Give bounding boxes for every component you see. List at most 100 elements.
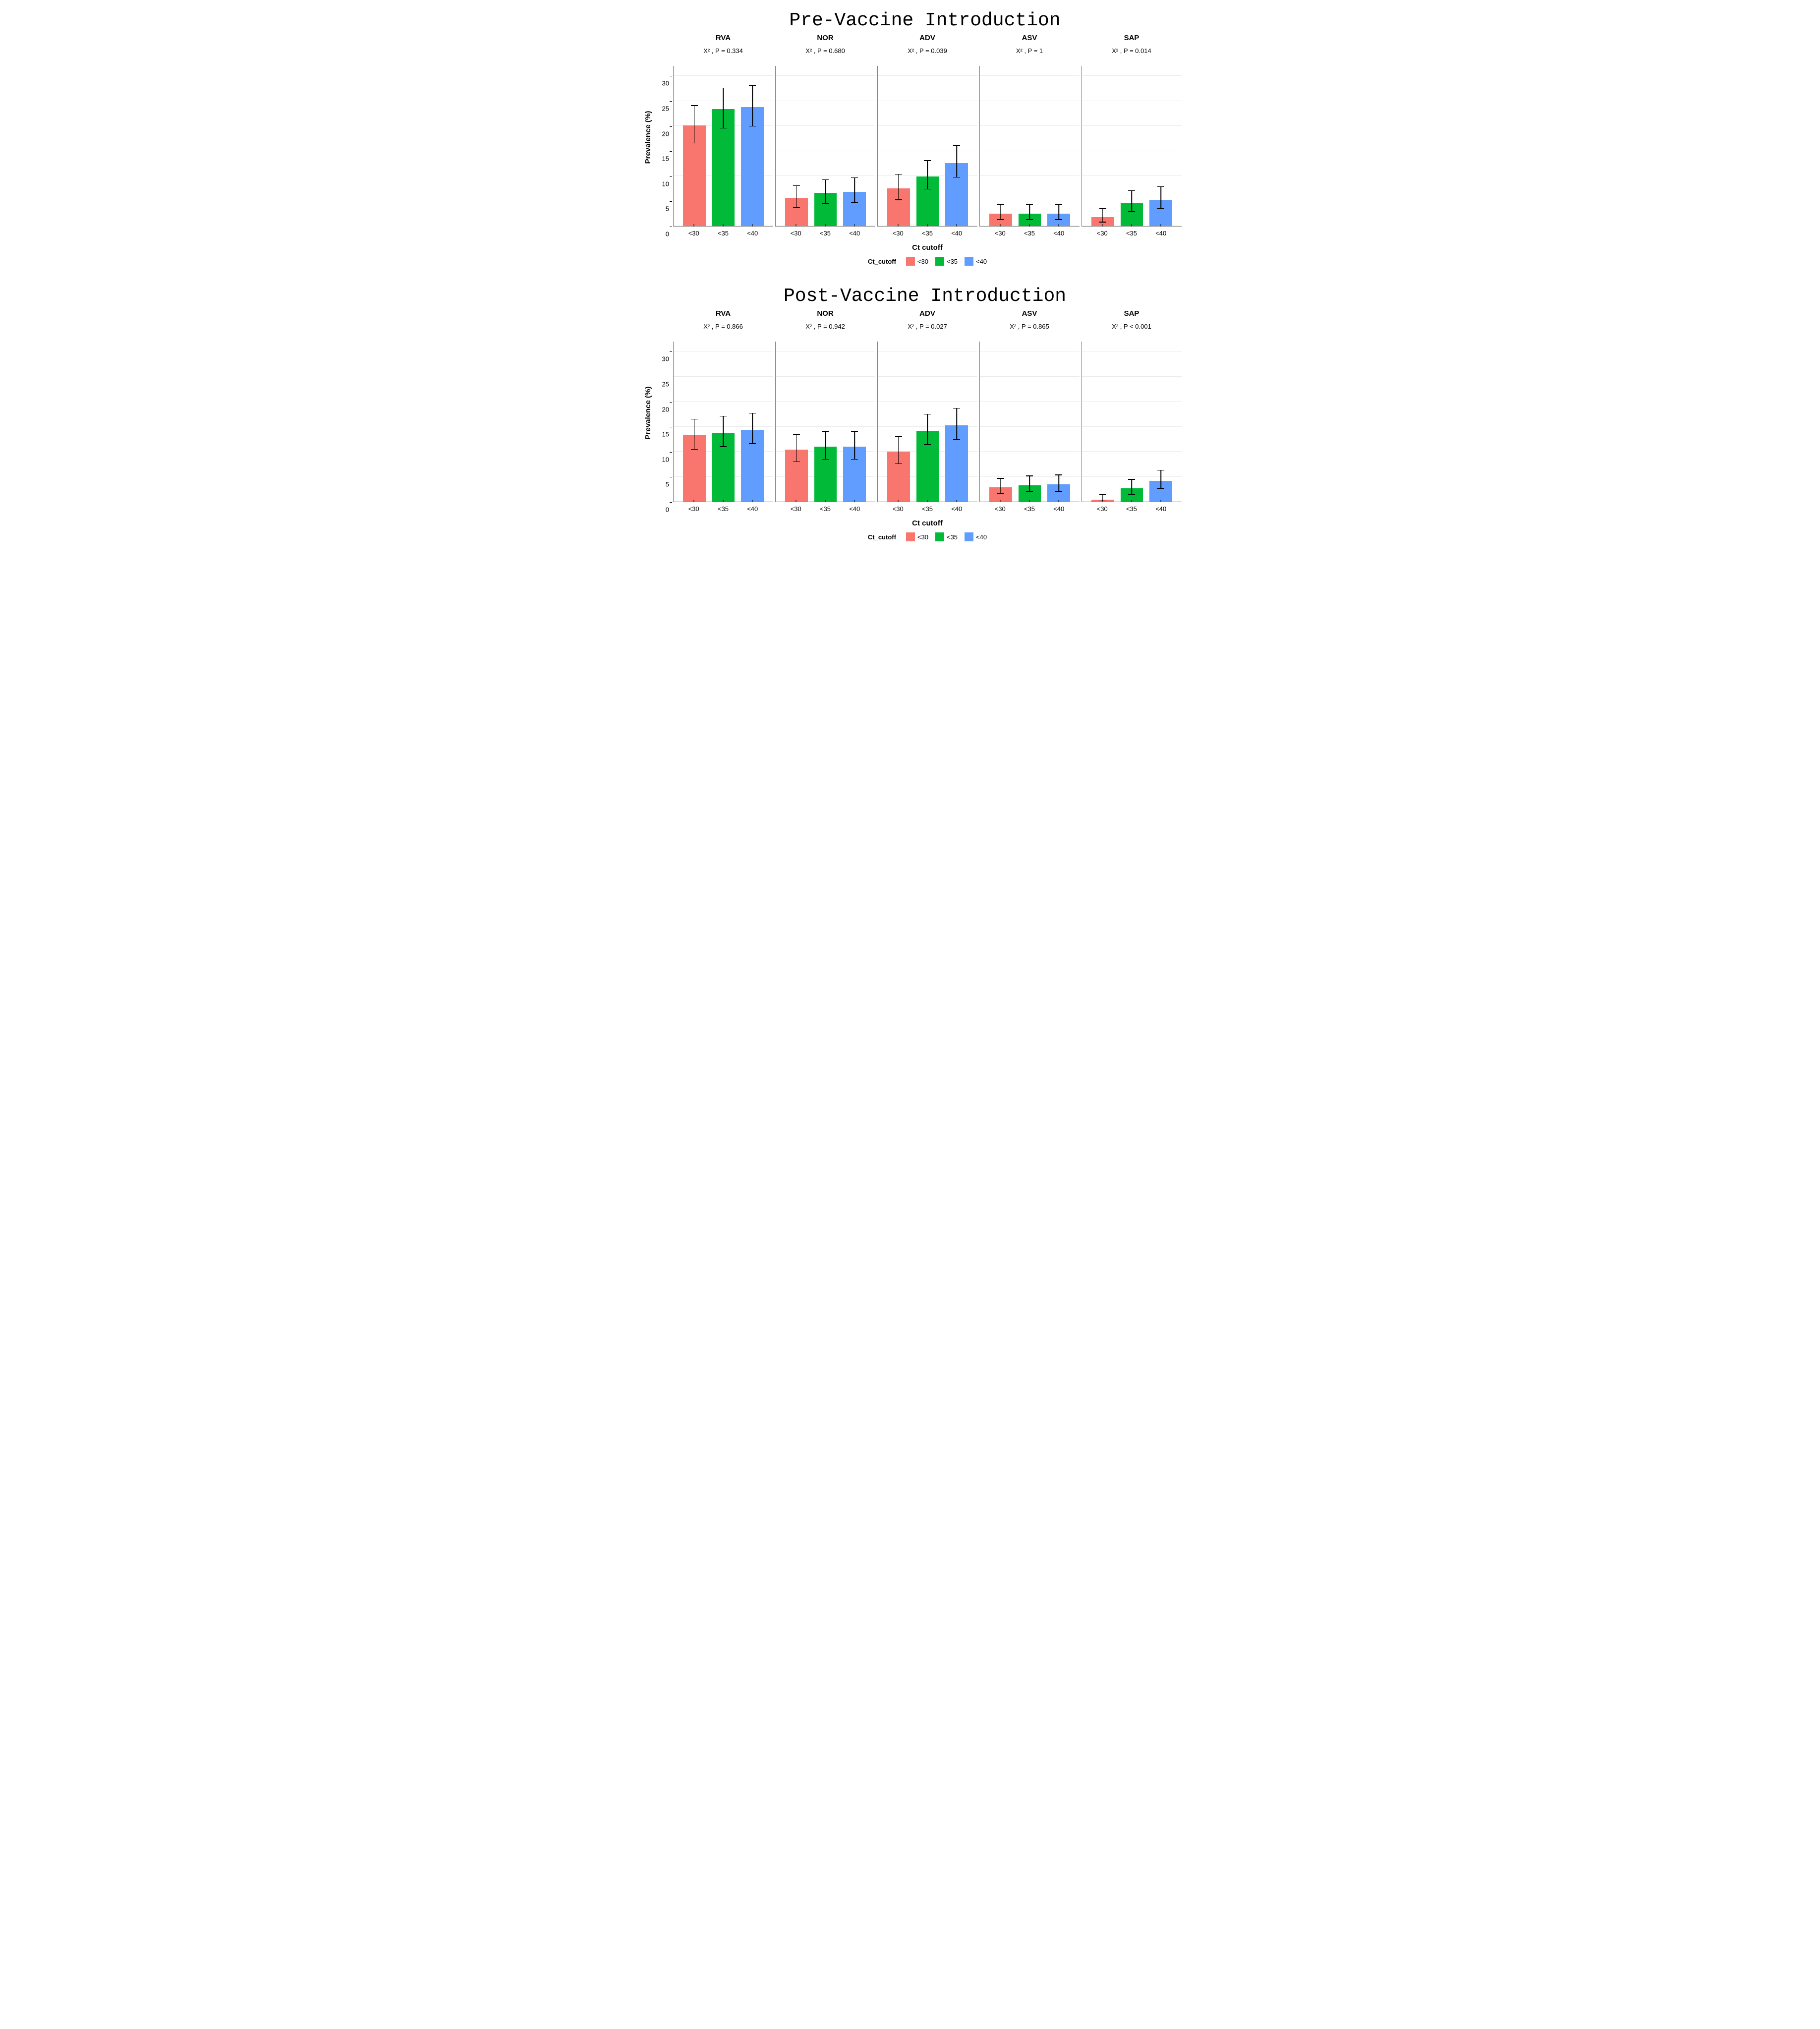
bar-wrap bbox=[887, 66, 910, 226]
bar-wrap bbox=[989, 66, 1012, 226]
x-tick-label: <40 bbox=[741, 227, 764, 241]
panel-title: Post-Vaccine Introduction bbox=[637, 286, 1183, 307]
bar-wrap bbox=[1091, 342, 1114, 502]
facet-SAP: SAPΧ² , P = 0.014<30<35<40 bbox=[1081, 33, 1182, 241]
legend-swatch bbox=[965, 532, 973, 541]
error-cap-bottom bbox=[720, 128, 727, 129]
error-cap-top bbox=[1157, 470, 1164, 471]
facet-stat: Χ² , P = 0.027 bbox=[877, 319, 977, 342]
y-tick-mark bbox=[670, 351, 672, 352]
y-tick-mark bbox=[670, 402, 672, 403]
y-tick-label: 30 bbox=[654, 80, 669, 87]
x-tick-label: <30 bbox=[1091, 502, 1114, 517]
x-ticks: <30<35<40 bbox=[673, 502, 773, 517]
error-cap-top bbox=[793, 185, 800, 186]
error-cap-top bbox=[924, 414, 931, 415]
x-tick-label: <40 bbox=[741, 502, 764, 517]
x-axis-label: Ct cutoff bbox=[637, 519, 1183, 527]
x-ticks: <30<35<40 bbox=[979, 227, 1080, 241]
error-cap-bottom bbox=[793, 207, 800, 208]
error-cap-top bbox=[1026, 204, 1033, 205]
x-ticks: <30<35<40 bbox=[877, 502, 977, 517]
bar-wrap bbox=[887, 342, 910, 502]
error-cap-bottom bbox=[1128, 211, 1135, 212]
facets-row: Prevalence (%)051015202530RVAΧ² , P = 0.… bbox=[637, 33, 1183, 241]
facet-label: SAP bbox=[1081, 309, 1182, 319]
plot-area bbox=[673, 342, 773, 502]
bar-wrap bbox=[741, 66, 764, 226]
plot-area bbox=[979, 342, 1080, 502]
facet-label: RVA bbox=[673, 33, 773, 43]
bar-wrap bbox=[989, 342, 1012, 502]
facet-stat: Χ² , P = 0.039 bbox=[877, 43, 977, 66]
facet-stat: Χ² , P = 0.865 bbox=[979, 319, 1080, 342]
error-bar bbox=[796, 435, 797, 463]
facet-RVA: RVAΧ² , P = 0.866<30<35<40 bbox=[673, 309, 773, 517]
error-cap-bottom bbox=[1099, 501, 1106, 502]
x-tick-label: <40 bbox=[1047, 227, 1070, 241]
x-tick-label: <40 bbox=[1149, 227, 1172, 241]
error-cap-top bbox=[924, 160, 931, 161]
bar-wrap bbox=[1019, 66, 1041, 226]
bar-wrap bbox=[1047, 342, 1070, 502]
bar-wrap bbox=[916, 342, 939, 502]
x-tick-label: <30 bbox=[887, 227, 910, 241]
legend-title: Ct_cutoff bbox=[868, 533, 896, 541]
bars-container bbox=[980, 66, 1080, 226]
error-cap-bottom bbox=[924, 189, 931, 190]
facet-label: ADV bbox=[877, 33, 977, 43]
x-ticks: <30<35<40 bbox=[775, 227, 875, 241]
error-cap-bottom bbox=[997, 493, 1004, 494]
legend-label: <30 bbox=[917, 533, 928, 541]
bar-wrap bbox=[916, 66, 939, 226]
bars-container bbox=[1082, 342, 1182, 502]
facet-ADV: ADVΧ² , P = 0.027<30<35<40 bbox=[877, 309, 977, 517]
bar-wrap bbox=[712, 66, 735, 226]
error-bar bbox=[927, 414, 928, 445]
plot-area bbox=[775, 342, 875, 502]
error-cap-bottom bbox=[1026, 491, 1033, 492]
bar-wrap bbox=[814, 342, 837, 502]
legend: Ct_cutoff<30<35<40 bbox=[637, 532, 1183, 541]
x-tick-label: <35 bbox=[916, 227, 939, 241]
error-cap-bottom bbox=[1157, 208, 1164, 209]
plot-area bbox=[877, 342, 977, 502]
error-cap-bottom bbox=[851, 459, 858, 460]
x-tick-label: <30 bbox=[682, 227, 705, 241]
legend-label: <35 bbox=[947, 533, 958, 541]
error-cap-bottom bbox=[793, 462, 800, 463]
facet-stat: Χ² , P = 0.866 bbox=[673, 319, 773, 342]
facet-ASV: ASVΧ² , P = 0.865<30<35<40 bbox=[979, 309, 1080, 517]
bar-wrap bbox=[1019, 342, 1041, 502]
error-bar bbox=[825, 180, 826, 203]
facet-stat: Χ² , P = 0.680 bbox=[775, 43, 875, 66]
legend-swatch bbox=[906, 532, 915, 541]
error-cap-top bbox=[997, 204, 1004, 205]
x-tick-label: <35 bbox=[712, 227, 735, 241]
facet-stat: Χ² , P = 1 bbox=[979, 43, 1080, 66]
bar-wrap bbox=[1091, 66, 1114, 226]
facet-SAP: SAPΧ² , P < 0.001<30<35<40 bbox=[1081, 309, 1182, 517]
y-tick-label: 25 bbox=[654, 380, 669, 388]
error-cap-bottom bbox=[1055, 491, 1062, 492]
bar-wrap bbox=[814, 66, 837, 226]
legend-item: <35 bbox=[935, 257, 958, 266]
legend-item: <35 bbox=[935, 532, 958, 541]
error-bar bbox=[1059, 205, 1060, 220]
y-tick-mark bbox=[670, 201, 672, 202]
x-tick-label: <30 bbox=[682, 502, 705, 517]
error-cap-bottom bbox=[1128, 494, 1135, 495]
error-bar bbox=[1029, 476, 1030, 492]
error-cap-bottom bbox=[749, 443, 756, 444]
y-tick-label: 10 bbox=[654, 180, 669, 187]
facet-label: SAP bbox=[1081, 33, 1182, 43]
error-cap-bottom bbox=[822, 203, 829, 204]
x-axis-label: Ct cutoff bbox=[637, 243, 1183, 252]
error-bar bbox=[927, 161, 928, 190]
bar-wrap bbox=[945, 342, 968, 502]
error-cap-top bbox=[822, 431, 829, 432]
bar-wrap bbox=[1149, 342, 1172, 502]
facet-label: NOR bbox=[775, 309, 875, 319]
error-cap-bottom bbox=[895, 199, 902, 200]
bar-wrap bbox=[683, 66, 706, 226]
